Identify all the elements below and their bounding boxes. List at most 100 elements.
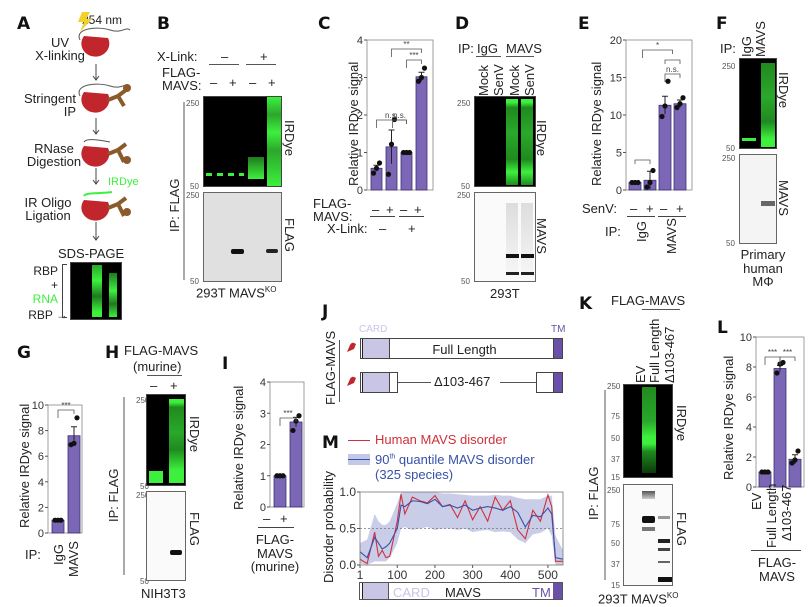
- irdye-blot: [474, 96, 536, 187]
- significance-bracket: [279, 417, 297, 426]
- irdye-blot: [739, 58, 777, 149]
- lane-label: Mock: [476, 64, 491, 96]
- panel-i-label: I: [222, 354, 229, 374]
- y-tick-label: 0.5: [339, 522, 356, 536]
- step3-text: RNase Digestion: [26, 141, 82, 169]
- flag-mavs-label: FLAG- MAVS:: [313, 196, 353, 224]
- mw-marker: 250: [457, 191, 471, 200]
- lane-label: SenV: [522, 64, 537, 96]
- ip-bracket: [604, 390, 606, 580]
- mw-marker: 50: [611, 434, 620, 443]
- data-point: [665, 78, 671, 84]
- protein-icon: [81, 36, 110, 57]
- significance-bracket: [391, 48, 422, 57]
- data-point: [774, 370, 780, 376]
- lane-label: Δ103-467: [662, 326, 677, 383]
- mw-marker: 50: [461, 277, 470, 286]
- data-point: [74, 415, 80, 421]
- ip-label: IP:: [720, 41, 736, 56]
- gel-title: SDS-PAGE: [58, 246, 125, 261]
- bar-chart-i: 0 1 2 3 4 ***: [260, 377, 305, 514]
- y-axis-label: Relative IRDye signal: [231, 385, 246, 510]
- data-point: [280, 473, 286, 479]
- data-point: [650, 167, 656, 174]
- uv-wavelength: 254 nm: [82, 13, 123, 27]
- ip-mavs: MAVS: [506, 41, 542, 56]
- lane-label: EV: [633, 365, 648, 383]
- mw-marker: 75: [611, 412, 620, 421]
- lane-label: +: [414, 202, 422, 217]
- legend-band-swatch: [348, 454, 370, 465]
- tm-domain: [553, 339, 562, 358]
- blot-label-irdye: IRDye: [534, 120, 549, 157]
- significance-bracket: [392, 119, 407, 128]
- category-label: Full Length: [764, 483, 779, 548]
- mavs-blot: [474, 192, 536, 282]
- significance-label: ***: [283, 409, 292, 418]
- y-tick-label: 2: [260, 440, 266, 452]
- significance-label: **: [403, 40, 409, 49]
- y-tick-label: 4: [260, 377, 266, 389]
- lane-label: +: [280, 511, 288, 526]
- y-tick-label: 10: [610, 110, 622, 122]
- domain-mavs: MAVS: [445, 585, 481, 600]
- y-tick-label: 0: [746, 482, 752, 494]
- data-point: [792, 457, 798, 463]
- data-point: [58, 517, 64, 523]
- mw-marker: 250: [722, 62, 736, 71]
- panel-e-label: E: [578, 14, 590, 34]
- xlink-plus: +: [260, 49, 268, 64]
- blot-label-flag: FLAG: [282, 218, 297, 252]
- y-tick-label: 0.0: [339, 558, 356, 572]
- lane-label: IgG: [739, 36, 754, 57]
- panel-f-label: F: [716, 14, 728, 34]
- mw-marker: 37: [611, 560, 620, 569]
- y-tick-label: 10: [32, 400, 44, 412]
- lane-label: +: [408, 221, 416, 236]
- l-xlabel: FLAG- MAVS: [757, 555, 797, 584]
- mw-marker: 250: [186, 191, 200, 200]
- y-tick-label: 1: [357, 148, 363, 160]
- lane-label: –: [249, 75, 257, 90]
- data-point: [415, 78, 422, 84]
- senv-label: SenV:: [582, 201, 617, 216]
- y-axis-label: Disorder probability: [321, 471, 336, 583]
- sds-page-gel: [70, 262, 122, 320]
- lane-label: +: [676, 201, 684, 216]
- ip-flag-label: IP: FLAG: [586, 466, 601, 520]
- x-tick-label: 500: [538, 568, 558, 582]
- quantile-disorder-line: [359, 498, 564, 560]
- data-point: [780, 359, 786, 366]
- flag-tag-icon: [347, 376, 356, 386]
- x-tick-label: 300: [463, 568, 483, 582]
- ip-flag-label: IP: FLAG: [167, 178, 182, 232]
- delta-construct-n: [360, 372, 398, 393]
- mw-marker: 50: [726, 144, 735, 153]
- step1-text: UV X-linking: [35, 35, 85, 63]
- lane-label: +: [646, 201, 654, 216]
- lane-label: +: [268, 75, 276, 90]
- category-label: EV: [749, 492, 764, 510]
- panel-m-label: M: [322, 433, 339, 453]
- clip-workflow-diagram: [78, 27, 131, 241]
- blot-label-irdye: IRDye: [674, 405, 689, 442]
- data-point: [765, 469, 771, 475]
- cell-line: 293T MAVSKO: [196, 285, 277, 301]
- category-label: IgG: [51, 544, 66, 565]
- delta-text: Δ103-467: [434, 374, 491, 389]
- data-point: [795, 448, 801, 454]
- mavs-domain-bar: CARD MAVS TM: [359, 582, 563, 600]
- lane-label: +: [229, 75, 237, 90]
- mw-marker: 50: [190, 182, 199, 191]
- domain-card: CARD: [393, 585, 430, 600]
- delta-construct-c: [536, 372, 563, 393]
- data-point: [290, 427, 296, 434]
- mw-marker: 15: [611, 473, 620, 482]
- panel-c-label: C: [318, 14, 331, 34]
- significance-label: n.s.: [385, 111, 398, 120]
- mw-marker: 37: [611, 455, 620, 464]
- y-tick-label: 10: [740, 332, 752, 344]
- irdye-blot: [203, 96, 282, 187]
- data-point: [421, 65, 428, 71]
- step4-text: IR Oligo Ligation: [24, 195, 72, 223]
